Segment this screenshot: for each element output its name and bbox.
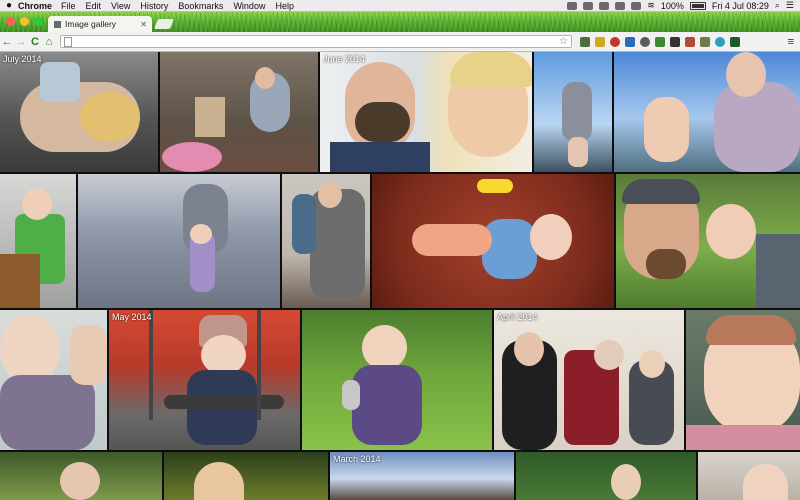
menu-window[interactable]: Window	[233, 0, 266, 11]
star-icon[interactable]: ☆	[559, 36, 568, 47]
photo-thumbnail[interactable]	[516, 452, 696, 500]
theme-grass-background	[0, 12, 800, 32]
photo-thumbnail[interactable]	[302, 310, 492, 450]
photo-thumbnail[interactable]: March 2014	[330, 452, 514, 500]
close-window-button[interactable]	[6, 17, 15, 26]
menubar-app-name[interactable]: Chrome	[18, 0, 53, 11]
tab-strip: Image gallery ✕	[0, 12, 800, 32]
image-gallery: July 2014 June 2014	[0, 52, 800, 500]
forward-icon[interactable]: →	[15, 35, 27, 48]
menu-history[interactable]: History	[140, 0, 169, 11]
extension-icon[interactable]	[670, 36, 680, 47]
photo-thumbnail[interactable]	[0, 452, 162, 500]
gallery-month-label: May 2014	[112, 312, 152, 322]
menu-view[interactable]: View	[111, 0, 131, 11]
extension-icon[interactable]	[655, 36, 665, 47]
gallery-month-label: March 2014	[333, 454, 381, 464]
apple-icon[interactable]: ●	[5, 0, 13, 11]
photo-thumbnail[interactable]	[78, 174, 280, 308]
extension-icon[interactable]	[580, 36, 590, 47]
tab-image-gallery[interactable]: Image gallery ✕	[48, 16, 152, 32]
photo-thumbnail[interactable]	[0, 310, 107, 450]
url-input[interactable]	[72, 36, 560, 47]
extension-icon[interactable]	[700, 36, 710, 47]
reload-icon[interactable]: C	[31, 35, 39, 48]
tray-icon[interactable]	[567, 1, 578, 10]
tab-close-icon[interactable]: ✕	[140, 19, 147, 29]
window-controls	[6, 17, 43, 26]
menubar-clock[interactable]: Fri 4 Jul 08:29	[711, 0, 769, 11]
page-favicon-icon	[54, 20, 61, 28]
search-icon[interactable]: ⌕	[774, 0, 780, 10]
home-icon[interactable]: ⌂	[45, 35, 53, 48]
gallery-month-label: June 2014	[323, 54, 366, 64]
bullets-icon[interactable]: ☰	[785, 0, 794, 10]
extension-icon[interactable]	[685, 36, 695, 47]
wifi-icon[interactable]: ≋	[647, 0, 655, 10]
mac-menubar: ● Chrome File Edit View History Bookmark…	[0, 0, 800, 12]
menu-help[interactable]: Help	[275, 0, 294, 11]
photo-thumbnail[interactable]: May 2014	[109, 310, 300, 450]
photo-thumbnail[interactable]: June 2014	[320, 52, 532, 172]
photo-thumbnail[interactable]	[614, 52, 800, 172]
page-icon	[64, 36, 72, 47]
gallery-month-label: April 2014	[497, 312, 538, 322]
tray-icon[interactable]	[599, 1, 610, 10]
photo-thumbnail[interactable]	[282, 174, 370, 308]
photo-thumbnail[interactable]	[698, 452, 800, 500]
extensions-bar	[580, 36, 740, 47]
menu-edit[interactable]: Edit	[85, 0, 102, 11]
gallery-month-label: July 2014	[3, 54, 42, 64]
photo-thumbnail[interactable]: April 2014	[494, 310, 684, 450]
maximize-window-button[interactable]	[34, 17, 43, 26]
tray-icon[interactable]	[615, 1, 626, 10]
tray-icon[interactable]	[631, 1, 642, 10]
minimize-window-button[interactable]	[20, 17, 29, 26]
extension-icon[interactable]	[715, 36, 725, 47]
photo-thumbnail[interactable]	[616, 174, 800, 308]
back-icon[interactable]: ←	[1, 35, 13, 48]
photo-thumbnail[interactable]: July 2014	[0, 52, 158, 172]
photo-thumbnail[interactable]	[372, 174, 614, 308]
photo-thumbnail[interactable]	[686, 310, 800, 450]
extension-icon[interactable]	[595, 36, 605, 47]
extension-icon[interactable]	[730, 36, 740, 47]
tray-icon[interactable]	[583, 1, 594, 10]
photo-thumbnail[interactable]	[160, 52, 318, 172]
menu-file[interactable]: File	[61, 0, 76, 11]
menu-bookmarks[interactable]: Bookmarks	[178, 0, 224, 11]
extension-icon[interactable]	[640, 36, 650, 47]
photo-thumbnail[interactable]	[0, 174, 76, 308]
address-bar[interactable]: ☆	[60, 35, 572, 48]
battery-percent: 100%	[660, 0, 684, 11]
photo-thumbnail[interactable]	[534, 52, 612, 172]
battery-icon[interactable]	[689, 1, 706, 10]
photo-thumbnail[interactable]	[164, 452, 328, 500]
menubar-status-area: ≋ 100% Fri 4 Jul 08:29 ⌕ ☰	[567, 0, 800, 11]
browser-toolbar: ← → C ⌂ ☆ ≡	[0, 32, 800, 52]
extension-icon[interactable]	[625, 36, 635, 47]
extension-icon[interactable]	[610, 36, 620, 47]
chrome-menu-icon[interactable]: ≡	[787, 35, 794, 48]
tab-title: Image gallery	[65, 19, 117, 29]
